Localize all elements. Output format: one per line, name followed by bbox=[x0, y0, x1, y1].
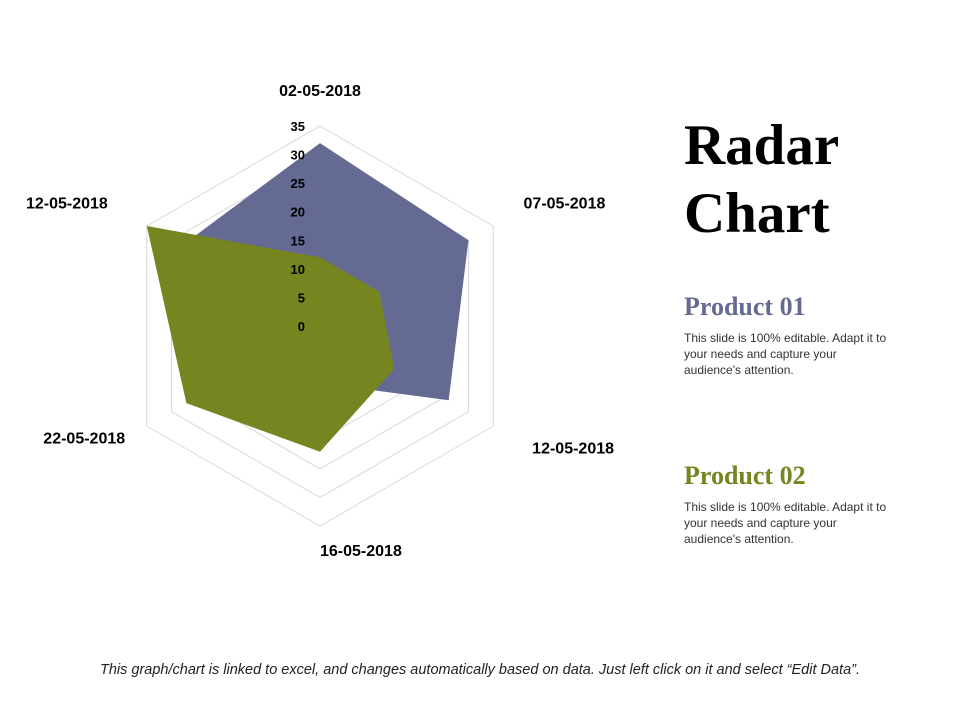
product-02-description: This slide is 100% editable. Adapt it to… bbox=[684, 500, 887, 546]
tick-label: 25 bbox=[291, 176, 305, 191]
category-label: 12-05-2018 bbox=[26, 196, 108, 213]
product-01-heading: Product 01 bbox=[684, 292, 806, 321]
series-area-2 bbox=[146, 226, 395, 452]
product-02-heading: Product 02 bbox=[684, 461, 806, 490]
product-01-description: This slide is 100% editable. Adapt it to… bbox=[684, 331, 887, 377]
tick-label: 10 bbox=[291, 262, 305, 277]
tick-label: 15 bbox=[291, 233, 305, 248]
tick-label: 35 bbox=[291, 119, 305, 134]
category-label: 12-05-2018 bbox=[532, 441, 614, 458]
category-label: 16-05-2018 bbox=[320, 543, 402, 560]
footer-note: This graph/chart is linked to excel, and… bbox=[99, 662, 861, 678]
tick-label: 0 bbox=[298, 319, 305, 334]
tick-label: 5 bbox=[298, 290, 305, 305]
category-label: 07-05-2018 bbox=[524, 196, 606, 213]
category-label: 22-05-2018 bbox=[43, 431, 125, 448]
page-title: Radar Chart bbox=[684, 112, 944, 248]
tick-label: 30 bbox=[291, 148, 305, 163]
radar-tick-labels: 0 5 10 15 20 25 30 35 bbox=[291, 119, 305, 334]
title-line-1: Radar bbox=[684, 114, 840, 177]
radar-category-labels: 02-05-2018 07-05-2018 12-05-2018 16-05-2018… bbox=[26, 83, 614, 560]
radar-series bbox=[146, 143, 469, 452]
tick-label: 20 bbox=[291, 205, 305, 220]
title-line-2: Chart bbox=[684, 182, 830, 245]
category-label: 02-05-2018 bbox=[279, 83, 361, 100]
